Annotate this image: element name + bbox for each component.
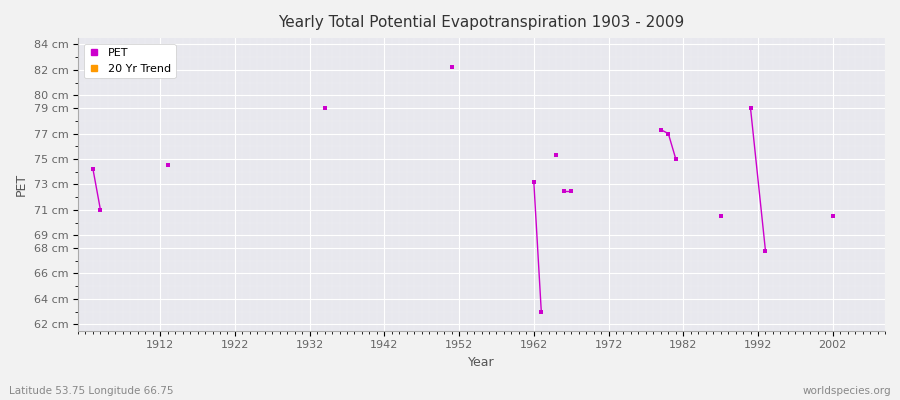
Point xyxy=(825,213,840,220)
Point xyxy=(318,105,332,111)
Title: Yearly Total Potential Evapotranspiration 1903 - 2009: Yearly Total Potential Evapotranspiratio… xyxy=(278,15,685,30)
Point xyxy=(86,166,100,172)
Legend: PET, 20 Yr Trend: PET, 20 Yr Trend xyxy=(84,44,176,78)
Point xyxy=(669,156,683,162)
Point xyxy=(94,207,108,213)
Point xyxy=(662,130,676,137)
Point xyxy=(445,64,459,70)
Point xyxy=(653,126,668,133)
Point xyxy=(758,247,772,254)
Text: Latitude 53.75 Longitude 66.75: Latitude 53.75 Longitude 66.75 xyxy=(9,386,174,396)
Text: worldspecies.org: worldspecies.org xyxy=(803,386,891,396)
Point xyxy=(714,213,728,220)
X-axis label: Year: Year xyxy=(468,356,495,369)
Point xyxy=(534,308,548,315)
Point xyxy=(743,105,758,111)
Point xyxy=(549,152,563,158)
Point xyxy=(556,188,571,194)
Point xyxy=(526,179,541,185)
Y-axis label: PET: PET xyxy=(15,173,28,196)
Point xyxy=(160,162,175,168)
Point xyxy=(564,188,579,194)
